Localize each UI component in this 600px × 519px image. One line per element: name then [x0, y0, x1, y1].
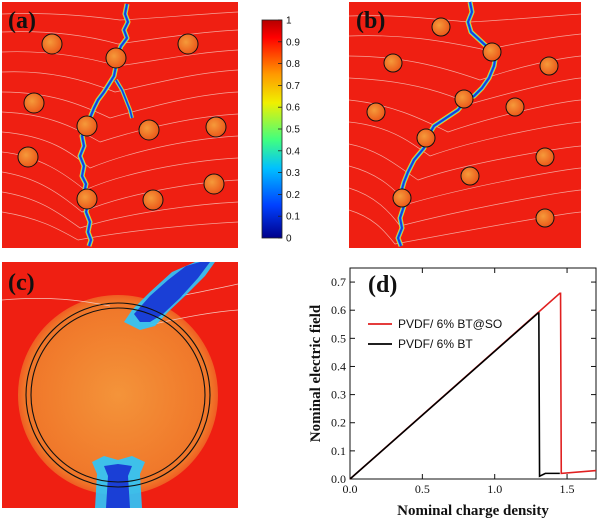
y-tick-label: 0.0: [331, 472, 346, 486]
y-tick-label: 0.2: [331, 416, 346, 430]
colorbar-tick-label: 0.3: [286, 168, 300, 179]
colorbar-tick-label: 0.7: [286, 81, 300, 92]
y-tick-label: 0.4: [331, 359, 346, 373]
x-tick-label: 1.5: [560, 482, 575, 496]
y-tick-label: 0.1: [331, 444, 346, 458]
panel-b: (b): [348, 1, 582, 248]
colorbar-tick-label: 0.9: [286, 37, 300, 48]
colorbar-ticks: 1 0.9 0.8 0.7 0.6 0.5 0.4 0.3 0.2 0.1 0: [278, 16, 300, 245]
colorbar-tick-label: 0.4: [286, 146, 300, 157]
panel-d: 0.0 0.5 1.0 1.5 0.0 0.1 0.2 0.3 0.4 0.5 0.6 0.7 PVDF…: [308, 267, 597, 519]
colorbar-tick-label: 0.6: [286, 103, 300, 114]
colorbar-tick-label: 1: [286, 16, 292, 27]
panel-b-label: (b): [356, 8, 385, 34]
panel-d-label: (d): [368, 272, 397, 298]
panel-a-label: (a): [8, 8, 36, 34]
colorbar-tick-label: 0.2: [286, 190, 300, 201]
panel-c-particle-fill: [18, 295, 218, 495]
y-tick-label: 0.6: [331, 303, 346, 317]
colorbar-tick-label: 0.8: [286, 59, 300, 70]
colorbar: 1 0.9 0.8 0.7 0.6 0.5 0.4 0.3 0.2 0.1 0: [261, 16, 300, 245]
y-tick-label: 0.5: [331, 331, 346, 345]
x-tick-label: 1.0: [487, 482, 502, 496]
y-tick-label: 0.7: [331, 275, 346, 289]
series-line-2: [349, 312, 560, 480]
chart-d: 0.0 0.5 1.0 1.5 0.0 0.1 0.2 0.3 0.4 0.5 0.6 0.7 PVDF…: [308, 267, 597, 519]
panel-c-particle-inner-ring: [30, 307, 206, 483]
panel-a-field: [2, 2, 238, 248]
panel-a-particles: [17, 33, 227, 211]
panel-a: (a): [1, 2, 239, 248]
panel-b-field: [349, 2, 581, 248]
x-tick-label: 0.5: [415, 482, 430, 496]
colorbar-tick-label: 0: [286, 234, 292, 245]
x-tick-label: 0.0: [343, 482, 358, 496]
x-axis-label: Nominal charge density: [397, 503, 549, 519]
y-tick-label: 0.3: [331, 388, 346, 402]
legend-label-1: PVDF/ 6% BT@SO: [398, 317, 502, 331]
panel-b-particles: [366, 17, 559, 228]
panel-c: (c): [1, 262, 239, 508]
panel-c-label: (c): [8, 270, 35, 296]
legend-label-2: PVDF/ 6% BT: [398, 337, 473, 351]
y-axis-label: Nominal electric field: [308, 304, 324, 442]
colorbar-tick-label: 0.5: [286, 125, 300, 136]
panel-c-particle-outer-ring: [25, 302, 211, 488]
colorbar-tick-label: 0.1: [286, 212, 300, 223]
